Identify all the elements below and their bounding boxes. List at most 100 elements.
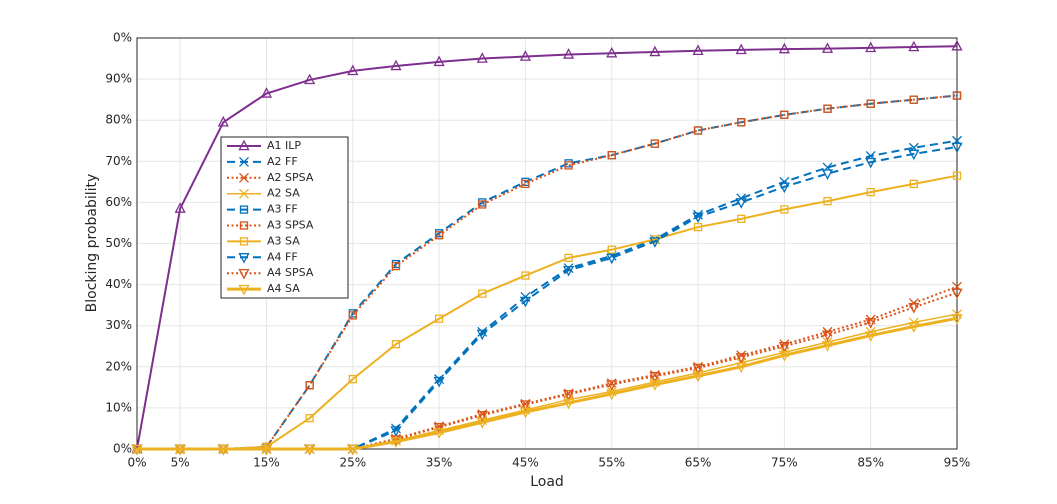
marker <box>778 351 790 362</box>
legend-label: A4 SA <box>267 282 300 295</box>
marker <box>735 43 747 55</box>
marker <box>607 150 616 160</box>
y-tick-label: 20% <box>105 359 132 373</box>
legend-label: A4 SPSA <box>267 266 314 279</box>
marker <box>735 362 747 374</box>
marker <box>693 222 703 232</box>
x-tick-label: 5% <box>171 456 190 470</box>
marker <box>390 423 401 434</box>
marker <box>951 288 963 300</box>
marker <box>865 331 877 342</box>
marker <box>433 422 445 434</box>
marker <box>239 205 249 214</box>
legend-label: A1 ILP <box>267 139 301 152</box>
marker <box>477 326 488 337</box>
marker <box>478 200 487 209</box>
marker <box>908 40 920 52</box>
marker <box>217 444 229 456</box>
marker <box>131 444 143 456</box>
marker <box>390 437 402 448</box>
marker <box>563 398 575 410</box>
marker <box>390 426 402 437</box>
marker <box>304 444 316 456</box>
marker <box>563 48 575 59</box>
marker <box>821 341 834 352</box>
marker <box>519 296 531 308</box>
legend: A1 ILP A2 FF A2 SPSA A2 SA A3 FF A3 SPSA A3 SA… <box>220 136 349 299</box>
marker <box>519 407 531 419</box>
marker <box>951 39 963 51</box>
y-tick-label: 70% <box>105 154 132 168</box>
marker <box>347 444 359 456</box>
x-tick-label: 45% <box>512 456 539 470</box>
y-tick-label: 80% <box>105 113 132 127</box>
x-tick-label: 15% <box>253 456 280 470</box>
legend-label: A2 SA <box>267 187 300 200</box>
marker <box>564 253 573 263</box>
marker <box>390 59 402 71</box>
x-tick-label: 55% <box>598 456 625 470</box>
marker <box>606 46 618 58</box>
marker <box>606 253 618 265</box>
series-line <box>137 316 958 451</box>
marker <box>952 171 962 180</box>
marker <box>563 390 575 401</box>
marker <box>519 400 531 411</box>
marker <box>649 45 661 57</box>
marker <box>693 126 703 135</box>
marker <box>866 187 875 197</box>
marker <box>476 411 488 422</box>
legend-label: A2 FF <box>267 155 298 168</box>
marker <box>174 444 186 456</box>
marker <box>239 156 249 167</box>
series-line <box>136 45 958 450</box>
marker <box>606 380 618 391</box>
series-line <box>137 174 958 450</box>
legend-label: A2 SPSA <box>267 171 314 184</box>
marker <box>821 169 834 180</box>
marker <box>391 261 401 271</box>
marker <box>348 311 357 320</box>
marker <box>519 50 531 61</box>
marker <box>951 142 963 154</box>
y-tick-label: 60% <box>105 195 132 209</box>
x-tick-label: 25% <box>339 456 366 470</box>
x-tick-label: 85% <box>857 456 884 470</box>
marker <box>649 380 661 391</box>
y-tick-label: 10% <box>105 400 132 414</box>
marker <box>433 55 445 67</box>
x-tick-label: 75% <box>771 456 798 470</box>
series-line <box>137 291 958 450</box>
marker <box>737 214 746 223</box>
marker <box>239 172 249 183</box>
legend-label: A3 SA <box>267 234 300 247</box>
x-tick-label: 35% <box>426 456 453 470</box>
marker <box>821 330 834 342</box>
legend-label: A4 FF <box>267 250 298 263</box>
marker <box>305 381 314 390</box>
marker <box>434 374 445 385</box>
marker <box>391 340 401 349</box>
marker <box>260 87 273 98</box>
y-tick-label: 50% <box>105 236 132 250</box>
marker <box>865 318 877 329</box>
x-tick-label: 65% <box>685 456 712 470</box>
marker <box>564 161 573 170</box>
y-tick-label: 30% <box>105 318 132 332</box>
marker <box>823 104 832 113</box>
marker <box>217 115 229 127</box>
marker <box>238 253 250 264</box>
marker <box>692 363 704 375</box>
y-tick-label: 40% <box>105 277 132 291</box>
x-tick-label: 95% <box>944 456 971 470</box>
marker <box>865 157 877 169</box>
marker <box>778 42 790 54</box>
marker <box>866 99 875 108</box>
marker <box>649 237 661 248</box>
marker <box>434 314 444 323</box>
marker <box>238 139 250 151</box>
marker <box>521 179 530 189</box>
marker <box>908 149 920 161</box>
y-tick-label: 0% <box>113 31 132 45</box>
